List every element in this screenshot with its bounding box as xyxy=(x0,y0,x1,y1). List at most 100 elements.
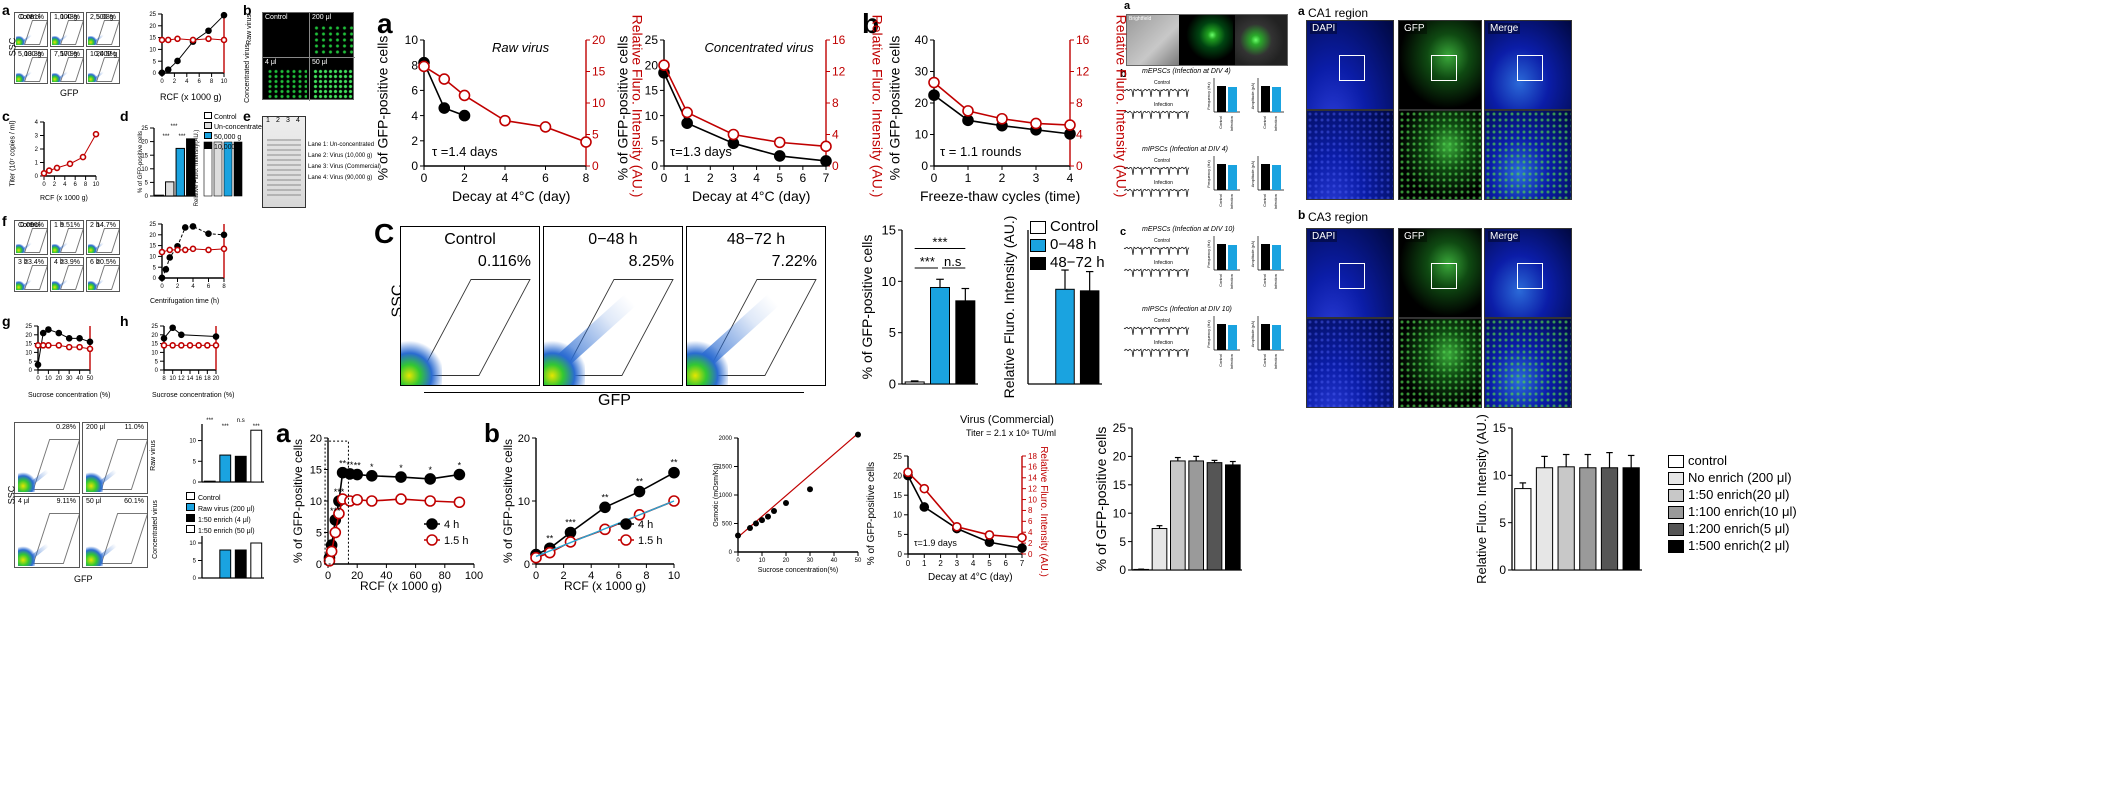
x-tick-label: 0 xyxy=(736,558,740,564)
data-point xyxy=(169,324,176,332)
bar xyxy=(1261,324,1270,350)
chart-rcf-gfp-small: 0 2 4 6 8 10 0 5 10 15 20 25 xyxy=(149,11,228,85)
facs-mini: 6 h 20.5% xyxy=(86,257,120,292)
facs-blob xyxy=(17,472,36,492)
current-trace xyxy=(1123,166,1190,176)
bar xyxy=(203,480,216,483)
data-point xyxy=(205,246,212,254)
bar xyxy=(1272,245,1281,270)
data-point xyxy=(205,27,212,35)
data-point xyxy=(633,485,646,498)
data-point xyxy=(186,342,194,349)
legend-label: 1:200 enrich(5 μl) xyxy=(1688,521,1790,536)
x-tick-label: 10 xyxy=(169,376,176,382)
x-axis-title: RCF (x 1000 g) xyxy=(564,579,646,593)
hippo-label-a: a xyxy=(1298,4,1305,18)
x-tick-label: 50 xyxy=(87,376,94,382)
y-tick-label: 20 xyxy=(149,233,156,239)
x-tick-label: 1 xyxy=(684,171,691,185)
data-point xyxy=(220,36,228,44)
facs-title: 0−48 h xyxy=(588,231,638,248)
facs-mini: Control 0.096% xyxy=(14,220,48,255)
x-tick-label: 6 xyxy=(198,79,202,85)
x-tick-label: 4 xyxy=(185,79,189,85)
bar xyxy=(1514,488,1532,571)
y-tick-label: 0 xyxy=(153,276,157,282)
x-tick-label: 0 xyxy=(160,79,164,85)
y-tick-label: 2000 xyxy=(719,436,733,442)
data-point xyxy=(178,331,185,339)
trace-path xyxy=(1123,348,1190,358)
legend-swatch xyxy=(204,132,212,139)
y-tick-label: 10 xyxy=(149,255,156,261)
facs-grid-f: Control 0.096% 1 h 9.51% 2 h 14.7% 3 h 23.4% 4 h… xyxy=(14,220,122,294)
bar xyxy=(213,141,223,197)
data-point xyxy=(1030,117,1042,130)
y2-tick-label: 6 xyxy=(1028,517,1033,526)
y-tick-label: 15 xyxy=(141,153,148,159)
x-tick-label: 2 xyxy=(938,559,943,568)
data-point xyxy=(366,495,378,507)
facs-pct: 60.1% xyxy=(124,498,144,505)
facs-gate xyxy=(59,19,83,45)
x-tick-label: 60 xyxy=(409,570,421,582)
frequency-bars: Frequency (Hz) Control Infection xyxy=(1206,316,1240,369)
y-tick-label: 25 xyxy=(25,324,32,330)
facs-gate xyxy=(95,227,119,253)
y-tick-label: 0 xyxy=(193,480,197,486)
data-point xyxy=(499,114,511,127)
bar xyxy=(175,147,185,197)
x-tick-label: 5 xyxy=(776,171,783,185)
y-tick-label: 15 xyxy=(645,84,659,98)
facs-mini: 2 h 14.7% xyxy=(86,220,120,255)
facs-pct: 5.08% xyxy=(96,14,116,21)
data-point xyxy=(76,335,83,342)
facs-name: 1,000 g xyxy=(54,14,78,21)
data-point xyxy=(919,502,930,512)
y-axis-title: Amplitude (pA) xyxy=(1250,240,1255,267)
x-tick-label: 2 xyxy=(999,171,1006,185)
data-point xyxy=(166,254,174,261)
x-tick-label: 4 xyxy=(971,559,976,568)
ca3-title: CA3 region xyxy=(1308,210,1369,224)
y2-tick-label: 16 xyxy=(1076,33,1090,47)
x-tick-label: 4 xyxy=(1067,171,1074,185)
facs-mini: 10,000 g 24.5% xyxy=(86,49,120,84)
trace-label: Control xyxy=(1154,80,1171,86)
data-point xyxy=(395,471,407,483)
current-trace xyxy=(1123,110,1190,120)
legend-label: 1.5 h xyxy=(444,535,468,547)
bar xyxy=(219,549,232,579)
x-tick-label: 0 xyxy=(325,570,331,582)
zoom-box xyxy=(1339,55,1365,81)
y-tick-label: 15 xyxy=(882,223,896,238)
facs-pct: 0.096% xyxy=(20,222,44,229)
fit-line xyxy=(737,432,859,538)
amplitude-bars: Amplitude (pA) Control Infection xyxy=(1250,316,1284,369)
electrophysiology-column: a Brightfield b c mEPSCs (Infection at D… xyxy=(1118,0,1288,410)
x-tick-label: 16 xyxy=(195,376,202,382)
data-point xyxy=(773,150,786,162)
x-tick-label: 4 xyxy=(63,182,67,188)
y-tick-label: 20 xyxy=(1113,450,1127,464)
amplitude-bars: Amplitude (pA) Control Infection xyxy=(1250,78,1284,131)
bar xyxy=(154,194,164,197)
fig-a-ylabel: % of GFP-positive cells xyxy=(614,35,631,181)
y-axis-title: Amplitude (pA) xyxy=(1250,320,1255,347)
data-point xyxy=(580,136,592,148)
x-tick-label: Control xyxy=(1262,354,1267,367)
current-trace xyxy=(1123,268,1190,278)
hippocampus-tile xyxy=(1306,318,1394,408)
micro-b-control: Control xyxy=(265,14,288,21)
data-point xyxy=(727,128,740,141)
x-tick-label: Control xyxy=(1262,194,1267,207)
chart-title: Raw virus xyxy=(492,40,550,55)
legend-label: 48−72 h xyxy=(1050,254,1105,271)
gel-e xyxy=(262,116,306,208)
data-point xyxy=(55,329,63,337)
x-tick-label: 20 xyxy=(55,376,62,382)
ephys-label-b: b xyxy=(1120,68,1127,80)
bar xyxy=(223,141,233,197)
y-tick-label: 10 xyxy=(893,511,902,520)
